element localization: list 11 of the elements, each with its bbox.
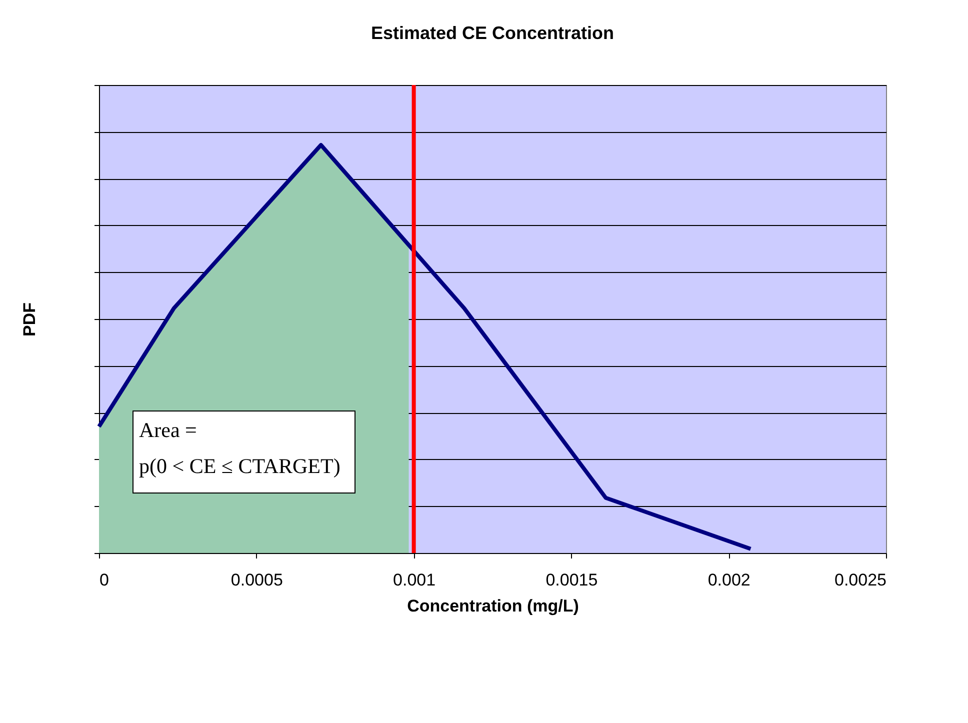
x-tick-label: 0: [100, 570, 109, 590]
chart-title: Estimated CE Concentration: [370, 23, 614, 43]
x-tick-label: 0.0005: [230, 570, 283, 590]
x-axis-title: Concentration (mg/L): [407, 596, 579, 616]
x-tick-label: 0.002: [708, 570, 750, 590]
x-tick-label: 0.0025: [834, 570, 886, 590]
annotation: Area =: [139, 418, 197, 442]
annotation: p(0 < CE ≤ CTARGET): [139, 454, 340, 478]
x-tick-label: 0.0015: [546, 570, 598, 590]
x-tick-label: 0.001: [393, 570, 436, 590]
y-axis-title: PDF: [20, 302, 39, 336]
